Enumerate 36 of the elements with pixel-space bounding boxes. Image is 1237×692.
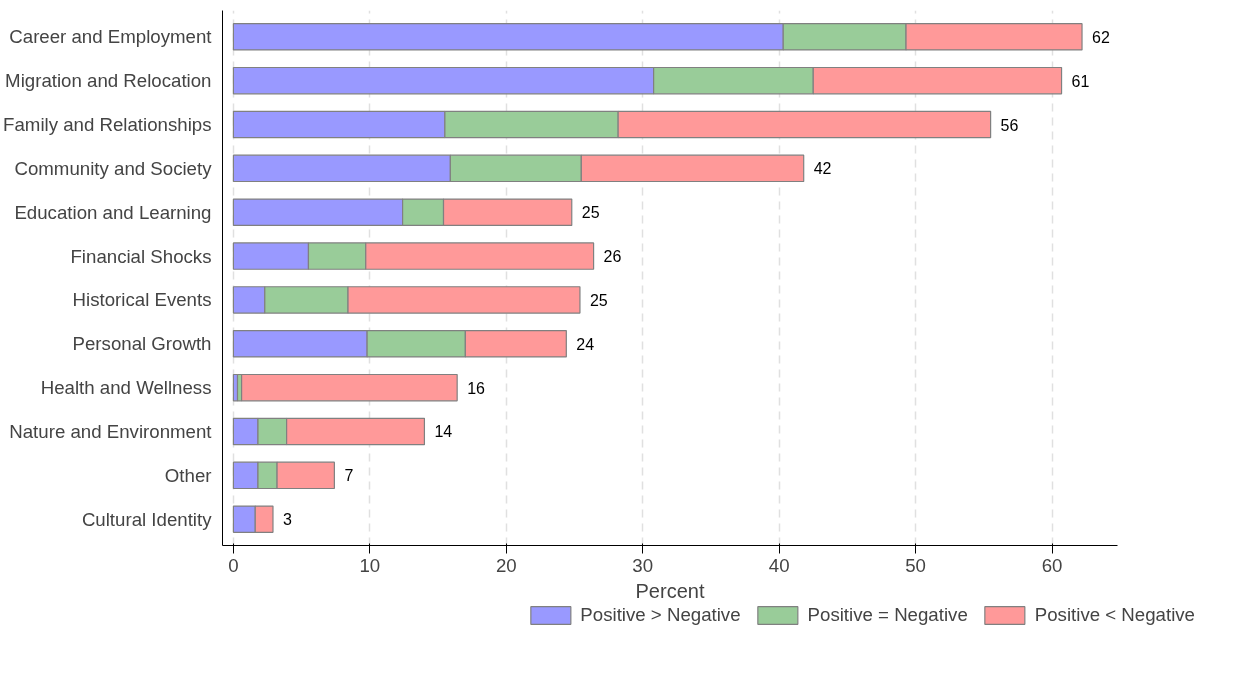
total-label: 26 [603, 248, 622, 266]
total-label: 3 [282, 511, 292, 529]
x-tick-label: 10 [359, 554, 381, 576]
x-tick-label: 40 [768, 554, 790, 576]
legend-label: Positive > Negative [580, 604, 741, 626]
y-tick-label: Cultural Identity [81, 508, 213, 530]
y-tick-label: Education and Learning [14, 201, 212, 223]
legend-label: Positive = Negative [807, 604, 968, 626]
total-label: 42 [813, 160, 832, 178]
total-label: 7 [344, 467, 354, 485]
y-tick-label: Other [164, 464, 212, 486]
y-tick-label: Financial Shocks [70, 245, 212, 267]
total-label: 61 [1071, 72, 1090, 90]
x-tick-label: 20 [495, 554, 517, 576]
y-tick-label: Personal Growth [72, 333, 212, 355]
total-label: 14 [434, 423, 453, 441]
y-tick-label: Migration and Relocation [5, 70, 212, 92]
y-tick-label: Historical Events [72, 289, 212, 311]
x-axis-title: Percent [635, 579, 705, 602]
y-tick-label: Health and Wellness [40, 377, 212, 399]
y-tick-label: Career and Employment [9, 26, 213, 48]
total-label: 16 [467, 379, 486, 397]
x-tick-label: 0 [228, 554, 239, 576]
total-label: 25 [589, 291, 608, 309]
x-tick-label: 60 [1041, 554, 1063, 576]
total-label: 56 [1000, 116, 1019, 134]
bar [241, 373, 458, 402]
y-tick-label: Nature and Environment [9, 420, 213, 442]
legend-label: Positive < Negative [1034, 604, 1195, 626]
x-tick-label: 50 [905, 554, 926, 576]
total-label: 62 [1092, 28, 1110, 46]
y-tick-label: Community and Society [14, 157, 213, 179]
total-label: 25 [581, 204, 600, 222]
total-label: 24 [576, 335, 595, 353]
x-tick-label: 30 [632, 554, 654, 576]
y-tick-label: Family and Relationships [3, 114, 212, 136]
